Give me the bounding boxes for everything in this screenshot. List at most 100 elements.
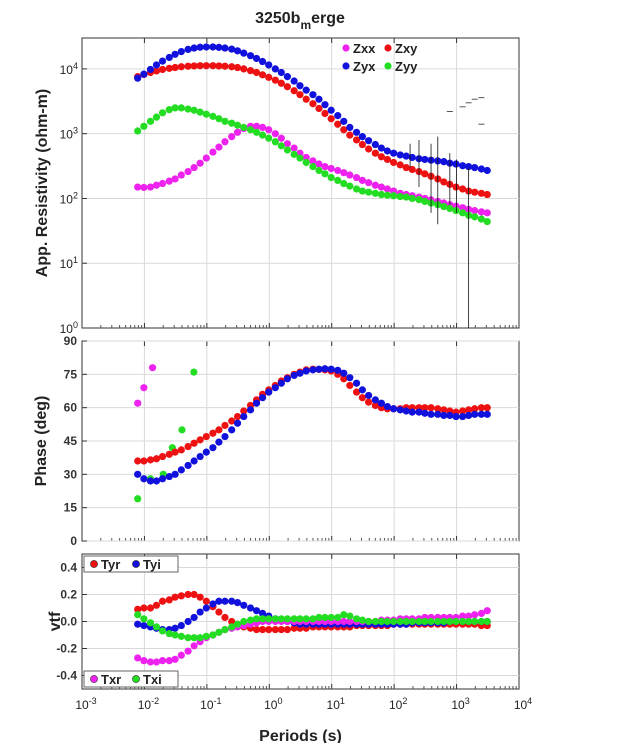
point-zxy: [184, 442, 192, 451]
x-tick-label: 102: [389, 696, 407, 712]
x-tick-label-base: 10: [264, 698, 278, 712]
point-zxx: [134, 183, 142, 191]
point-zyx: [296, 82, 304, 90]
point-zxy: [146, 456, 155, 464]
x-tick-label: 100: [264, 696, 282, 712]
point-tyi: [134, 620, 142, 628]
point-txi: [233, 620, 242, 628]
point-zyx: [134, 470, 142, 478]
point-zyx: [421, 155, 429, 164]
point-txr: [177, 651, 185, 659]
point-zyx: [346, 123, 354, 132]
point-tyr: [184, 590, 192, 599]
point-zyx: [302, 86, 310, 94]
point-tyr: [146, 604, 155, 612]
point-zyx: [277, 68, 285, 77]
x-tick-label: 101: [327, 696, 345, 712]
y-tick-label-exp: 0: [73, 320, 78, 330]
point-txr: [165, 657, 173, 665]
point-tyr: [215, 608, 223, 616]
point-tyr: [258, 626, 267, 634]
y-axis-label: App. Resistivity (ohm-m): [34, 89, 51, 277]
x-tick-label-base: 10: [327, 698, 341, 712]
point-zyx: [290, 77, 298, 85]
point-zyy: [140, 122, 148, 130]
y-tick-label: 0.2: [60, 588, 77, 602]
point-zyy: [321, 170, 329, 178]
point-zyx: [334, 112, 342, 120]
point-tyi: [140, 621, 148, 630]
point-zxy: [327, 115, 335, 123]
point-zyy: [396, 192, 404, 201]
point-zyx: [240, 49, 248, 57]
legend-box: [83, 670, 179, 688]
point-zyx: [165, 53, 173, 62]
point-txi: [202, 632, 210, 640]
legend-marker-zyy: [384, 62, 392, 70]
point-tyr: [140, 604, 148, 612]
point-zxy: [252, 68, 261, 77]
legend-label-zyy: Zyy: [395, 59, 418, 74]
point-zyy: [146, 117, 155, 125]
point-zxx: [228, 133, 236, 141]
point-tyr: [221, 613, 229, 622]
point-zxy: [228, 417, 236, 425]
point-zxx: [196, 159, 204, 167]
point-zyx: [321, 101, 329, 109]
point-tyi: [246, 604, 255, 612]
point-zyx: [327, 106, 335, 114]
point-zxy: [440, 178, 448, 186]
point-zyx: [483, 410, 491, 418]
point-zyy: [421, 197, 429, 206]
y-tick-label-base: 10: [60, 192, 74, 206]
point-zyy: [202, 110, 210, 118]
point-zxx: [233, 128, 242, 136]
y-tick-label: 15: [64, 501, 78, 515]
point-zyx: [315, 365, 323, 373]
point-txi: [358, 616, 366, 624]
point-zxy: [177, 446, 185, 454]
point-zxx: [202, 154, 210, 162]
point-zyx: [277, 379, 285, 387]
point-zyy: [252, 128, 261, 136]
y-tick-label-base: 10: [60, 322, 74, 336]
point-zyx: [209, 43, 217, 51]
point-zyx: [221, 44, 229, 52]
point-zyx: [477, 410, 486, 418]
y-tick-label: 60: [64, 401, 78, 415]
point-tyr: [290, 624, 298, 632]
point-zyx: [202, 448, 210, 456]
point-zxy: [134, 457, 142, 465]
point-zxx: [340, 169, 348, 177]
point-zyx: [246, 406, 255, 414]
point-zyx: [377, 144, 385, 152]
point-tyr: [228, 617, 236, 626]
point-txi: [383, 617, 392, 626]
point-zxy: [452, 183, 460, 191]
point-zxy: [365, 145, 373, 153]
point-zxy: [277, 79, 285, 87]
point-zyx: [233, 419, 242, 427]
point-zxy: [315, 104, 323, 113]
point-zxx: [352, 173, 361, 182]
point-zyx: [240, 412, 248, 421]
legend-marker-zxy: [384, 44, 392, 52]
point-txi: [465, 617, 473, 626]
point-zxy: [215, 426, 223, 434]
point-zxy: [396, 161, 404, 169]
point-zxx: [215, 143, 223, 151]
point-zxy: [402, 163, 410, 172]
point-zxy: [358, 394, 366, 402]
point-txi: [352, 615, 361, 623]
point-zyx: [140, 475, 148, 483]
point-zyx: [296, 369, 304, 377]
x-tick-label-exp: -1: [214, 696, 222, 706]
point-zyy: [277, 142, 285, 150]
point-zyx: [446, 411, 454, 420]
point-zyx: [440, 411, 448, 420]
point-txi: [290, 615, 298, 623]
point-zxy: [196, 62, 204, 70]
point-txi: [440, 617, 448, 626]
point-tyr: [265, 626, 273, 634]
point-zxy: [209, 429, 217, 437]
